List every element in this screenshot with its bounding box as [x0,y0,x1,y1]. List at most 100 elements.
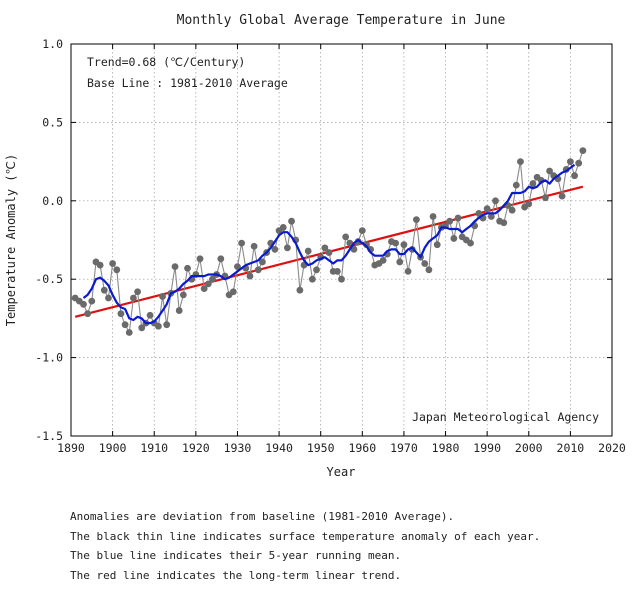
x-tick-label: 2010 [557,441,585,455]
anomaly-point [308,275,316,283]
anomaly-point [121,321,129,329]
anomaly-point [363,241,370,249]
anomaly-point [125,329,133,336]
y-tick-label: -1.0 [35,351,63,365]
anomaly-point [138,324,146,332]
anomaly-point [508,206,516,214]
anomaly-point [500,219,508,227]
anomaly-point [433,241,441,249]
anomaly-point [529,180,537,187]
anomaly-point [579,147,587,155]
anomaly-point [358,227,366,234]
note-line: Anomalies are deviation from baseline (1… [70,510,455,523]
y-tick-label: 0.0 [42,194,63,208]
annual-anomaly-layer [71,147,587,336]
anomaly-point [159,293,166,300]
annual-anomaly-line [74,150,584,335]
anomaly-point [525,200,533,208]
x-tick-label: 2020 [598,441,626,455]
x-tick-label: 2000 [515,441,543,455]
y-axis-label: Temperature Anomaly (℃) [4,154,18,326]
anomaly-point [575,159,583,167]
anomaly-point [130,294,137,302]
note-line: The blue line indicates their 5-year run… [70,549,402,562]
anomaly-point [354,238,362,245]
anomaly-point [184,264,191,272]
anomaly-point [333,267,341,275]
anomaly-point [84,310,92,318]
anomaly-point [163,321,171,329]
x-tick-label: 1950 [307,441,335,455]
anomaly-point [238,239,246,247]
anomaly-point [175,307,183,314]
x-tick-label: 1910 [140,441,168,455]
anomaly-point [96,261,104,269]
anomaly-point [400,241,408,249]
anomaly-point [392,239,399,247]
anomaly-point [204,280,212,288]
chart-title: Monthly Global Average Temperature in Ju… [177,13,506,28]
anomaly-point [517,158,524,166]
x-tick-label: 1890 [57,441,85,455]
anomaly-point [117,310,125,318]
anomaly-point [200,285,208,293]
anomaly-point [350,246,358,253]
anomaly-point [487,213,495,220]
anomaly-point [512,181,520,189]
note-line: The black thin line indicates surface te… [70,529,541,543]
y-tick-label: 1.0 [42,37,63,51]
anomaly-point [250,242,258,250]
anomaly-point [566,158,574,166]
x-tick-label: 1920 [182,441,210,455]
temperature-chart: Monthly Global Average Temperature in Ju… [4,13,626,479]
anomaly-point [284,244,291,252]
x-axis-label: Year [327,465,356,479]
y-tick-label: 0.5 [42,115,63,129]
agency-annotation: Japan Meteorological Agency [412,410,599,424]
anomaly-point [146,311,154,319]
anomaly-point [271,246,279,253]
y-tick-label: -1.5 [35,429,63,443]
anomaly-point [338,275,345,283]
anomaly-point [171,263,179,271]
anomaly-point [105,294,112,302]
anomaly-point [100,286,108,294]
anomaly-point [217,255,225,263]
anomaly-point [134,288,141,296]
anomaly-point [467,239,474,247]
anomaly-point [321,244,329,252]
running-mean-layer [82,163,576,325]
x-tick-label: 1970 [390,441,418,455]
anomaly-point [88,297,96,305]
anomaly-point [450,235,458,242]
anomaly-point [396,258,404,266]
chart-notes: Anomalies are deviation from baseline (1… [70,507,540,585]
grid-lines [71,44,612,436]
anomaly-point [413,216,420,224]
x-tick-label: 1940 [265,441,293,455]
x-tick-label: 1900 [99,441,127,455]
anomaly-point [304,247,312,255]
x-tick-label: 1980 [432,441,460,455]
anomaly-point [429,213,437,220]
trend-annotation: Trend=0.68 (℃/Century) [87,55,245,69]
anomaly-point [446,217,454,225]
x-tick-label: 1960 [348,441,376,455]
note-line: The red line indicates the long-term lin… [70,568,402,582]
anomaly-point [379,256,387,264]
anomaly-point [296,286,304,294]
anomaly-point [313,266,320,274]
plot-frame [70,43,613,437]
anomaly-point [259,258,266,266]
anomaly-point [546,167,553,175]
anomaly-point [325,249,333,256]
anomaly-point [279,224,287,231]
anomaly-point [425,266,433,274]
anomaly-point [342,233,350,241]
y-tick-label: -0.5 [35,272,63,286]
anomaly-point [109,260,117,267]
anomaly-point [246,272,254,280]
anomaly-point [483,205,491,213]
x-tick-label: 1930 [224,441,252,455]
anomaly-point [542,194,549,202]
